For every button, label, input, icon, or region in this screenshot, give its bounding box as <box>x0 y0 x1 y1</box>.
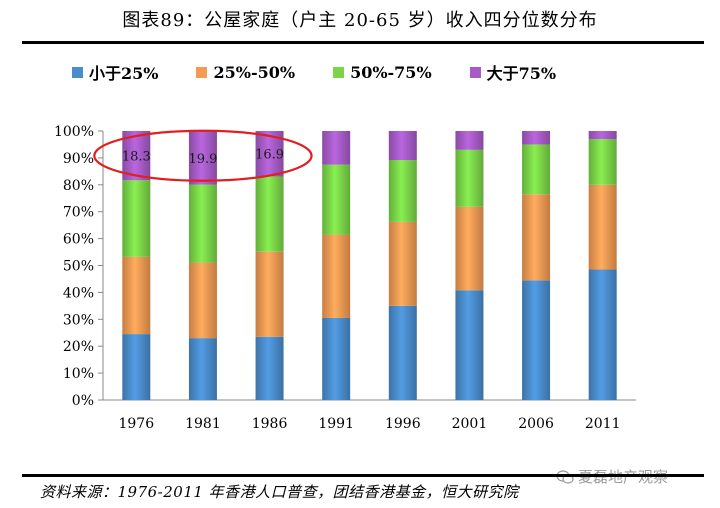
bar-segment <box>188 184 217 263</box>
highlight-ellipse <box>93 129 313 182</box>
bar-segment <box>455 290 484 400</box>
bottom-rule <box>22 474 704 477</box>
bar-segment <box>255 251 284 337</box>
legend-swatch-25-50 <box>196 66 208 78</box>
y-tick-label: 0% <box>72 393 94 409</box>
y-tick-label: 10% <box>63 366 94 382</box>
bar-segment <box>322 234 351 318</box>
y-tick-label: 50% <box>63 259 94 275</box>
bar-segment <box>122 180 151 257</box>
y-tick-label: 60% <box>63 232 94 248</box>
bar-segment <box>455 131 484 150</box>
chart-legend: 小于25% 25%-50% 50%-75% 大于75% <box>72 60 594 84</box>
y-tick-label: 30% <box>63 312 94 328</box>
bar-segment <box>322 164 351 235</box>
bar-segment <box>322 131 351 165</box>
legend-label-above-75: 大于75% <box>486 64 557 83</box>
bar-segment <box>188 262 217 339</box>
bar-segment <box>322 317 351 400</box>
bar-segment <box>522 131 551 145</box>
bar-segment <box>255 176 284 252</box>
x-tick-label: 1991 <box>318 416 354 432</box>
bar-segment <box>455 206 484 291</box>
x-tick-label: 2006 <box>518 416 554 432</box>
bar-segment <box>388 160 417 222</box>
bar-segment <box>388 131 417 161</box>
source-note: 资料来源：1976-2011 年香港人口普查，团结香港基金，恒大研究院 <box>40 483 519 501</box>
x-tick-label: 2001 <box>452 416 488 432</box>
watermark-text: 夏磊地产观察 <box>578 468 669 486</box>
y-tick-label: 40% <box>63 285 94 301</box>
bar-segment <box>188 131 217 185</box>
legend-label-below-25: 小于25% <box>89 64 159 83</box>
bar-segment <box>522 280 551 400</box>
x-tick-label: 1996 <box>385 416 421 432</box>
bar-segment <box>588 184 617 270</box>
legend-swatch-above-75 <box>469 66 481 78</box>
bar-segment <box>588 139 617 185</box>
top-rule <box>22 41 704 44</box>
stacked-bar-chart: 0% 10% 20% 30% 40% 50% 60% 70% 80% 90% 100% 1976 198… <box>54 124 636 432</box>
data-label: 16.9 <box>255 148 284 163</box>
y-tick-label: 20% <box>63 339 94 355</box>
data-label: 18.3 <box>122 150 151 165</box>
bar-segment <box>122 131 151 181</box>
x-tick-label: 1981 <box>185 416 221 432</box>
y-tick-label: 100% <box>54 124 94 140</box>
bar-segment <box>588 131 617 140</box>
legend-item-25-50: 25%-50% <box>196 63 295 82</box>
bar-segment <box>588 269 617 400</box>
y-tick-label: 70% <box>63 205 94 221</box>
bar-segment <box>455 149 484 207</box>
data-label: 19.9 <box>188 152 217 167</box>
bar-segment <box>522 144 551 195</box>
bar-segment <box>255 336 284 400</box>
legend-label-25-50: 25%-50% <box>213 62 296 82</box>
bar-segment <box>522 194 551 281</box>
legend-swatch-below-25 <box>72 66 83 78</box>
chart-title: 图表89：公屋家庭（户主 20-65 岁）收入四分位数分布 <box>122 10 598 31</box>
bar-segment <box>188 338 217 400</box>
legend-label-50-75: 50%-75% <box>350 62 432 82</box>
legend-swatch-50-75 <box>333 66 345 78</box>
x-tick-label: 1986 <box>252 416 288 432</box>
y-tick-label: 80% <box>63 178 94 194</box>
x-tick-label: 1976 <box>118 416 154 432</box>
bar-segment <box>388 221 417 306</box>
legend-item-above-75: 大于75% <box>469 60 557 84</box>
x-tick-label: 2011 <box>585 416 621 432</box>
y-tick-label: 90% <box>63 151 94 167</box>
legend-item-below-25: 小于25% <box>72 60 158 84</box>
bar-segment <box>122 334 151 400</box>
legend-item-50-75: 50%-75% <box>333 63 432 82</box>
bar-segment <box>122 256 151 335</box>
bar-segment <box>388 305 417 400</box>
